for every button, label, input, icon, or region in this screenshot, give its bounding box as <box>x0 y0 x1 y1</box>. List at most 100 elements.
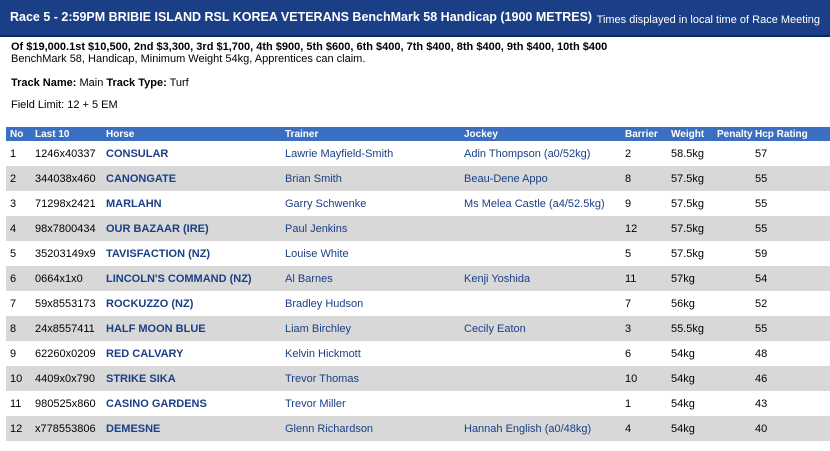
col-penalty[interactable]: Penalty <box>713 127 753 141</box>
col-horse[interactable]: Horse <box>102 127 281 141</box>
runner-no: 4 <box>6 216 31 241</box>
trainer-link[interactable]: Glenn Richardson <box>281 416 460 441</box>
runner-penalty <box>713 291 751 316</box>
runner-no: 2 <box>6 166 31 191</box>
runner-no: 11 <box>6 391 31 416</box>
track-type-label: Track Type: <box>106 77 167 89</box>
runner-barrier: 6 <box>621 341 667 366</box>
runner-no: 5 <box>6 241 31 266</box>
runner-penalty <box>713 141 751 166</box>
horse-link[interactable]: MARLAHN <box>102 191 281 216</box>
runner-barrier: 4 <box>621 416 667 441</box>
jockey-link[interactable]: Cecily Eaton <box>460 316 621 341</box>
jockey-link[interactable]: Hannah English (a0/48kg) <box>460 416 621 441</box>
horse-link[interactable]: LINCOLN'S COMMAND (NZ) <box>102 266 281 291</box>
times-note: Times displayed in local time of Race Me… <box>596 14 820 26</box>
trainer-link[interactable]: Garry Schwenke <box>281 191 460 216</box>
runner-penalty <box>713 391 751 416</box>
trainer-link[interactable]: Al Barnes <box>281 266 460 291</box>
runner-last10: 980525x860 <box>31 391 102 416</box>
runner-barrier: 3 <box>621 316 667 341</box>
runner-last10: 24x8557411 <box>31 316 102 341</box>
runner-barrier: 11 <box>621 266 667 291</box>
table-row: 8 24x8557411 HALF MOON BLUE Liam Birchle… <box>6 316 830 341</box>
runner-rating: 54 <box>751 266 830 291</box>
jockey-link[interactable] <box>460 341 621 366</box>
field-table: No Last 10 Horse Trainer Jockey Barrier … <box>6 127 830 441</box>
jockey-link[interactable] <box>460 391 621 416</box>
trainer-link[interactable]: Trevor Thomas <box>281 366 460 391</box>
race-conditions: BenchMark 58, Handicap, Minimum Weight 5… <box>11 53 366 65</box>
runner-penalty <box>713 241 751 266</box>
trainer-link[interactable]: Liam Birchley <box>281 316 460 341</box>
horse-link[interactable]: ROCKUZZO (NZ) <box>102 291 281 316</box>
runner-penalty <box>713 341 751 366</box>
horse-link[interactable]: STRIKE SIKA <box>102 366 281 391</box>
runner-weight: 57.5kg <box>667 216 713 241</box>
jockey-link[interactable] <box>460 216 621 241</box>
horse-link[interactable]: CANONGATE <box>102 166 281 191</box>
jockey-link[interactable]: Kenji Yoshida <box>460 266 621 291</box>
horse-link[interactable]: TAVISFACTION (NZ) <box>102 241 281 266</box>
table-header-row: No Last 10 Horse Trainer Jockey Barrier … <box>6 127 830 141</box>
prize-money: Of $19,000.1st $10,500, 2nd $3,300, 3rd … <box>11 41 608 53</box>
runner-last10: 4409x0x790 <box>31 366 102 391</box>
col-last10[interactable]: Last 10 <box>31 127 102 141</box>
jockey-link[interactable] <box>460 291 621 316</box>
runner-rating: 43 <box>751 391 830 416</box>
horse-link[interactable]: OUR BAZAAR (IRE) <box>102 216 281 241</box>
runner-no: 6 <box>6 266 31 291</box>
horse-link[interactable]: RED CALVARY <box>102 341 281 366</box>
runner-penalty <box>713 216 751 241</box>
horse-link[interactable]: HALF MOON BLUE <box>102 316 281 341</box>
jockey-link[interactable] <box>460 241 621 266</box>
runner-penalty <box>713 266 751 291</box>
jockey-link[interactable]: Ms Melea Castle (a4/52.5kg) <box>460 191 621 216</box>
runner-penalty <box>713 191 751 216</box>
col-rating[interactable]: Hcp Rating <box>751 127 830 141</box>
trainer-link[interactable]: Louise White <box>281 241 460 266</box>
runner-barrier: 8 <box>621 166 667 191</box>
trainer-link[interactable]: Brian Smith <box>281 166 460 191</box>
trainer-link[interactable]: Trevor Miller <box>281 391 460 416</box>
runner-last10: 98x7800434 <box>31 216 102 241</box>
horse-link[interactable]: CONSULAR <box>102 141 281 166</box>
col-weight[interactable]: Weight <box>667 127 713 141</box>
runner-penalty <box>713 366 751 391</box>
table-row: 1 1246x40337 CONSULAR Lawrie Mayfield-Sm… <box>6 141 830 166</box>
runner-rating: 55 <box>751 216 830 241</box>
col-jockey[interactable]: Jockey <box>460 127 621 141</box>
runner-weight: 54kg <box>667 341 713 366</box>
runner-last10: 0664x1x0 <box>31 266 102 291</box>
jockey-link[interactable] <box>460 366 621 391</box>
col-trainer[interactable]: Trainer <box>281 127 460 141</box>
track-info: Track Name: Main Track Type: Turf <box>11 77 189 89</box>
trainer-link[interactable]: Kelvin Hickmott <box>281 341 460 366</box>
runner-last10: 71298x2421 <box>31 191 102 216</box>
runner-penalty <box>713 416 751 441</box>
runner-weight: 56kg <box>667 291 713 316</box>
jockey-link[interactable]: Adin Thompson (a0/52kg) <box>460 141 621 166</box>
runner-barrier: 9 <box>621 191 667 216</box>
table-row: 11 980525x860 CASINO GARDENS Trevor Mill… <box>6 391 830 416</box>
trainer-link[interactable]: Paul Jenkins <box>281 216 460 241</box>
runner-weight: 54kg <box>667 366 713 391</box>
horse-link[interactable]: CASINO GARDENS <box>102 391 281 416</box>
runner-rating: 55 <box>751 191 830 216</box>
runner-weight: 58.5kg <box>667 141 713 166</box>
trainer-link[interactable]: Lawrie Mayfield-Smith <box>281 141 460 166</box>
runner-weight: 54kg <box>667 391 713 416</box>
horse-link[interactable]: DEMESNE <box>102 416 281 441</box>
col-no[interactable]: No <box>6 127 31 141</box>
runner-no: 12 <box>6 416 31 441</box>
trainer-link[interactable]: Bradley Hudson <box>281 291 460 316</box>
runner-barrier: 10 <box>621 366 667 391</box>
table-row: 4 98x7800434 OUR BAZAAR (IRE) Paul Jenki… <box>6 216 830 241</box>
track-name: Main <box>79 77 104 89</box>
runner-barrier: 1 <box>621 391 667 416</box>
table-row: 3 71298x2421 MARLAHN Garry Schwenke Ms M… <box>6 191 830 216</box>
runner-weight: 57.5kg <box>667 166 713 191</box>
jockey-link[interactable]: Beau-Dene Appo <box>460 166 621 191</box>
col-barrier[interactable]: Barrier <box>621 127 667 141</box>
runner-rating: 55 <box>751 316 830 341</box>
